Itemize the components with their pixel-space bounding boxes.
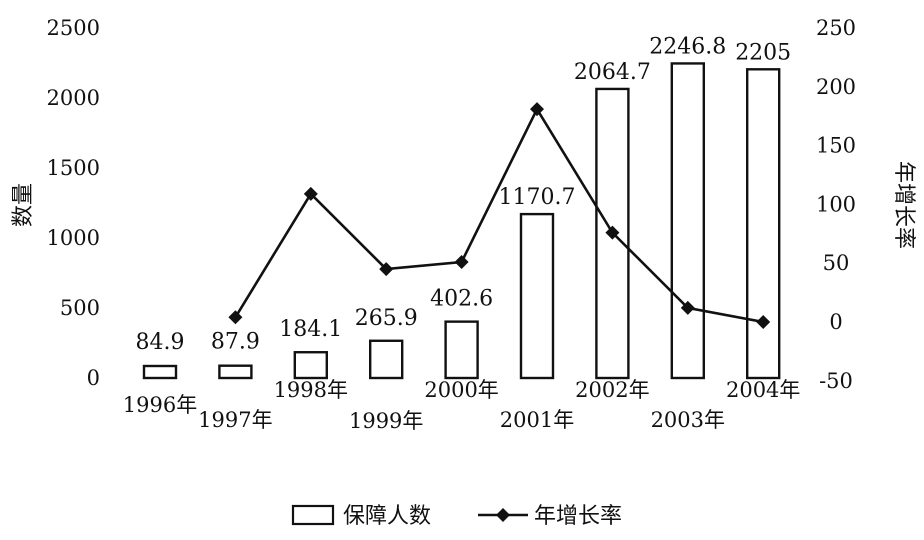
bar <box>444 320 479 380</box>
line-series <box>228 102 771 329</box>
y-left-tick-label: 500 <box>60 296 100 320</box>
growth-rate-marker <box>605 225 620 240</box>
bar <box>369 339 404 380</box>
growth-rate-marker <box>454 255 469 270</box>
bar <box>746 68 781 380</box>
bar-value-label: 84.9 <box>136 330 185 355</box>
legend: 保障人数 年增长率 <box>291 504 622 529</box>
y-left-axis-title: 数量 <box>11 183 36 227</box>
x-axis-category-label: 2004年 <box>726 378 800 402</box>
bar-value-label: 2064.7 <box>574 60 651 85</box>
legend-bar-label: 保障人数 <box>343 504 431 529</box>
y-right-tick-label: 250 <box>816 16 856 40</box>
bar-value-label: 1170.7 <box>499 185 576 210</box>
x-axis-category-label: 2002年 <box>575 378 649 402</box>
y-right-tick-label: -50 <box>819 369 853 393</box>
bar-value-label: 265.9 <box>355 306 418 331</box>
bar-series <box>142 62 781 380</box>
x-axis-category-label: 2003年 <box>651 408 725 432</box>
growth-rate-marker <box>756 315 771 329</box>
bar-value-label: 184.1 <box>279 317 342 342</box>
y-right-tick-label: 50 <box>823 251 850 275</box>
x-axis-category-label: 1997年 <box>198 408 272 432</box>
y-left-tick-label: 1000 <box>47 226 100 250</box>
x-axis-category-label: 2000年 <box>424 378 498 402</box>
y-right-tick-label: 200 <box>816 75 856 99</box>
bar-value-label: 2205 <box>735 40 791 65</box>
x-axis-category-label: 1998年 <box>274 378 348 402</box>
growth-rate-marker <box>303 186 318 201</box>
bar <box>142 364 178 380</box>
growth-rate-marker <box>530 102 544 117</box>
bar <box>218 364 253 380</box>
growth-rate-marker <box>680 300 695 315</box>
bar <box>293 351 328 380</box>
legend-line-marker <box>496 508 510 522</box>
y-right-axis: -50 0 50 100 150 200 250 <box>816 16 856 393</box>
bar <box>519 212 555 380</box>
growth-rate-line <box>234 106 764 324</box>
legend-bar-swatch <box>291 504 335 526</box>
bar-value-label: 2246.8 <box>649 34 726 59</box>
y-left-axis: 0 500 1000 1500 2000 2500 <box>47 16 100 390</box>
x-axis-category-label: 1999年 <box>349 409 423 433</box>
bar-value-label: 87.9 <box>211 330 260 355</box>
y-right-axis-title: 年增长率 <box>891 161 916 249</box>
y-left-tick-label: 2500 <box>47 16 100 40</box>
bar-data-labels: 84.9 87.9 184.1 265.9 402.6 1170.7 2064.72246.… <box>136 34 792 355</box>
bar <box>670 62 705 380</box>
y-right-tick-label: 100 <box>816 192 856 216</box>
x-axis-category-labels: 1996年1997年1998年1999年2000年2001年2002年2003年… <box>123 378 801 433</box>
legend-line-label: 年增长率 <box>534 504 622 529</box>
y-left-tick-label: 1500 <box>47 156 100 180</box>
y-right-tick-label: 150 <box>816 134 856 158</box>
x-axis-category-label: 1996年 <box>123 393 197 417</box>
bar-value-label: 402.6 <box>430 287 493 312</box>
y-left-tick-label: 0 <box>87 366 100 390</box>
y-left-tick-label: 2000 <box>47 86 100 110</box>
y-right-tick-label: 0 <box>829 310 842 334</box>
growth-rate-marker <box>228 310 243 325</box>
x-axis-category-label: 2001年 <box>500 408 574 432</box>
growth-rate-marker <box>379 262 394 277</box>
